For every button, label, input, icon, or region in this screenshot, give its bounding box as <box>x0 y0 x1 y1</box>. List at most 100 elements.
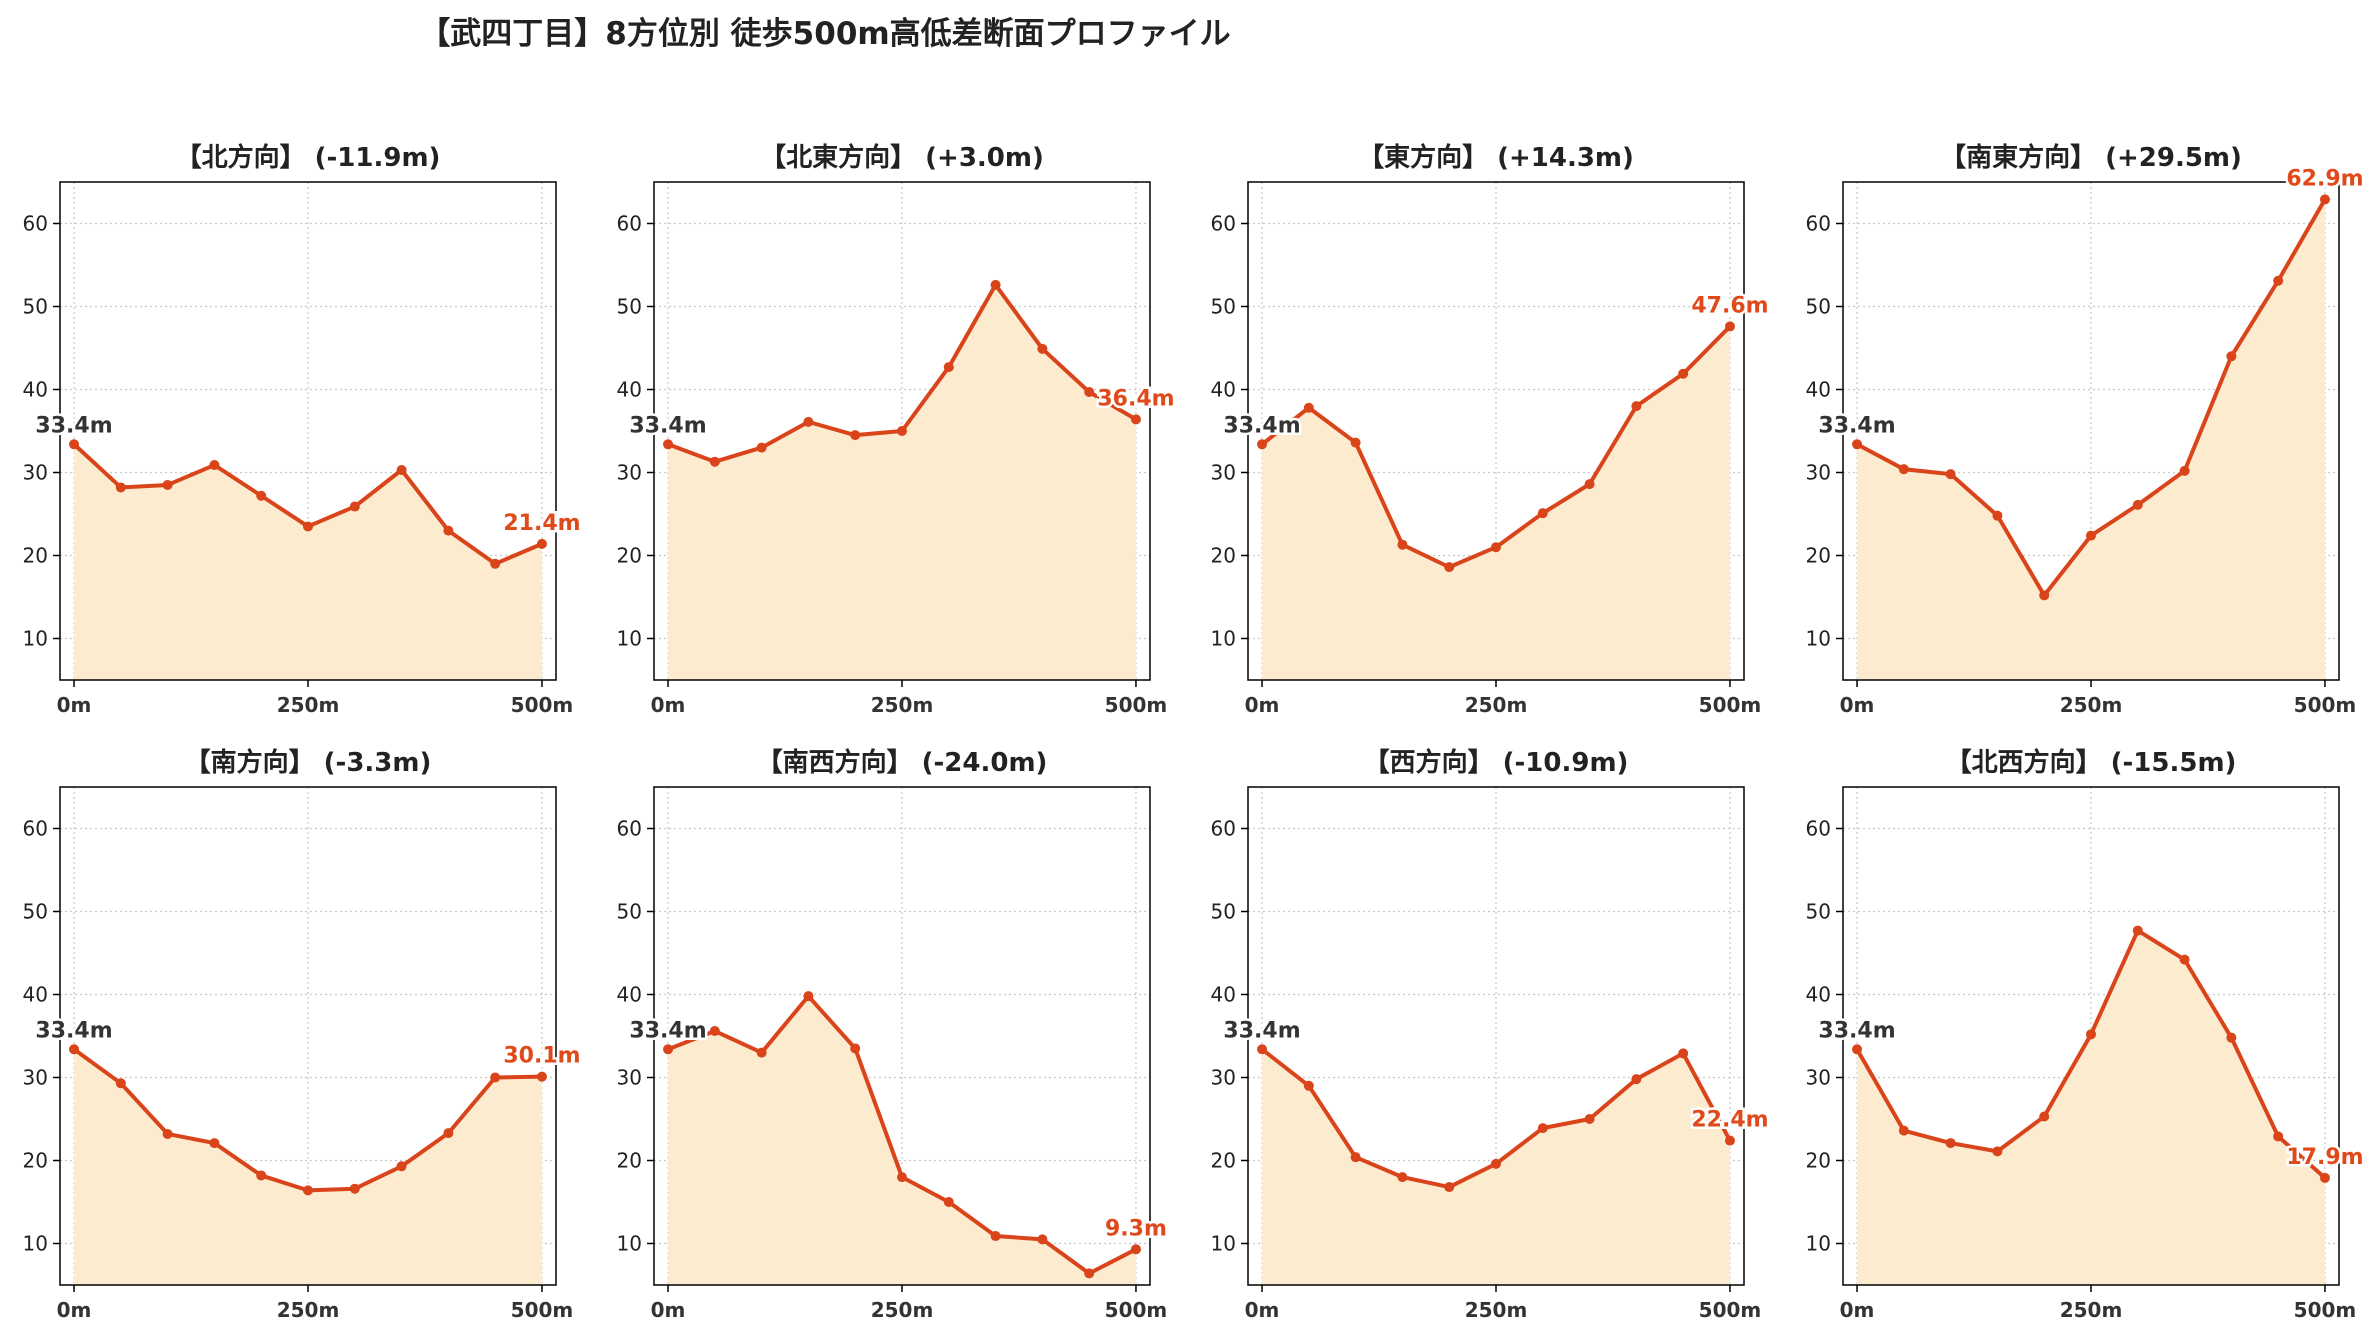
x-tick-label: 250m <box>2060 1298 2123 1322</box>
data-point <box>1084 1268 1095 1279</box>
x-tick-label: 250m <box>871 693 934 717</box>
data-point <box>1898 1125 1909 1136</box>
y-tick-label: 20 <box>617 1149 642 1173</box>
data-point <box>256 490 267 501</box>
y-tick-label: 50 <box>23 295 48 319</box>
y-tick-label: 10 <box>1211 1232 1236 1256</box>
data-point <box>443 1128 454 1139</box>
y-tick-label: 20 <box>23 1149 48 1173</box>
data-point <box>115 1078 126 1089</box>
data-point <box>1945 469 1956 480</box>
data-point <box>2179 465 2190 476</box>
data-point <box>756 442 767 453</box>
y-tick-label: 40 <box>1211 378 1236 402</box>
y-tick-label: 30 <box>23 1066 48 1090</box>
data-point <box>396 1161 407 1172</box>
subplot-7: 【西方向】 (-10.9m) 10 20 30 40 50 60 0m 250m 500m 33.4… <box>1211 747 1772 1322</box>
subplot-title: 【南方向】 (-3.3m) <box>185 747 432 778</box>
data-point <box>443 525 454 536</box>
y-tick-label: 10 <box>617 1232 642 1256</box>
data-point <box>709 456 720 467</box>
start-elevation-label: 33.4m <box>35 1018 112 1043</box>
data-point <box>943 1197 954 1207</box>
y-tick-label: 40 <box>617 983 642 1007</box>
x-tick-label: 500m <box>511 1298 574 1322</box>
data-point <box>2226 351 2237 362</box>
start-elevation-label: 33.4m <box>1223 1018 1300 1043</box>
data-point <box>943 362 954 373</box>
data-point <box>349 1183 360 1194</box>
data-point <box>990 279 1001 290</box>
start-elevation-label: 33.4m <box>35 413 112 438</box>
y-tick-label: 40 <box>1211 983 1236 1007</box>
subplot-title: 【西方向】 (-10.9m) <box>1364 747 1629 778</box>
data-point <box>2319 194 2330 205</box>
subplot-title: 【南西方向】 (-24.0m) <box>757 747 1048 778</box>
data-point <box>1898 464 1909 475</box>
main-title: 【武四丁目】8方位別 徒歩500m高低差断面プロファイル <box>419 16 1231 52</box>
data-point <box>1724 321 1735 332</box>
y-tick-label: 50 <box>1211 900 1236 924</box>
y-tick-label: 10 <box>23 1232 48 1256</box>
y-tick-label: 10 <box>617 627 642 651</box>
data-point <box>1678 368 1689 379</box>
y-tick-label: 50 <box>617 900 642 924</box>
y-tick-label: 40 <box>1806 983 1831 1007</box>
data-point <box>1631 1074 1642 1085</box>
data-point <box>1303 402 1314 413</box>
data-point <box>2179 954 2190 965</box>
x-tick-label: 500m <box>2294 1298 2357 1322</box>
x-tick-label: 0m <box>1840 693 1875 717</box>
y-tick-label: 60 <box>1211 817 1236 841</box>
data-point <box>803 991 814 1002</box>
end-elevation-label: 22.4m <box>1691 1108 1768 1133</box>
elevation-area <box>668 284 1136 680</box>
y-tick-label: 20 <box>1806 544 1831 568</box>
y-tick-label: 40 <box>23 983 48 1007</box>
data-point <box>663 439 674 450</box>
subplot-1: 【北方向】 (-11.9m) 10 20 30 40 50 60 0m 250m 500m 33.4… <box>23 142 584 717</box>
data-point <box>1992 1146 2003 1157</box>
data-point <box>490 1072 501 1083</box>
x-tick-label: 500m <box>1105 693 1168 717</box>
end-elevation-label: 17.9m <box>2286 1145 2363 1170</box>
data-point <box>209 460 220 471</box>
data-point <box>1537 1123 1548 1134</box>
y-tick-label: 60 <box>617 817 642 841</box>
data-point <box>1491 542 1501 553</box>
subplot-title: 【南東方向】 (+29.5m) <box>1940 142 2242 173</box>
data-point <box>349 501 360 512</box>
subplot-title: 【東方向】 (+14.3m) <box>1358 142 1634 173</box>
data-point <box>1397 539 1408 550</box>
elevation-area <box>1262 326 1730 680</box>
x-tick-label: 250m <box>1465 693 1528 717</box>
subplot-4: 【南東方向】 (+29.5m) 10 20 30 40 50 60 0m 250m 500m 33.… <box>1806 142 2367 717</box>
data-point <box>2226 1032 2237 1043</box>
data-point <box>1257 439 1268 450</box>
data-point <box>709 1026 720 1037</box>
data-point <box>490 558 501 569</box>
x-tick-label: 500m <box>1699 1298 1762 1322</box>
y-tick-label: 40 <box>1806 378 1831 402</box>
data-point <box>1084 386 1095 397</box>
x-tick-label: 500m <box>511 693 574 717</box>
data-point <box>1130 1244 1141 1255</box>
y-tick-label: 50 <box>617 295 642 319</box>
x-tick-label: 250m <box>277 693 340 717</box>
x-tick-label: 250m <box>2060 693 2123 717</box>
end-elevation-label: 62.9m <box>2286 166 2363 191</box>
data-point <box>1350 437 1361 448</box>
y-tick-label: 50 <box>1806 295 1831 319</box>
data-point <box>2273 1131 2284 1142</box>
y-tick-label: 30 <box>23 461 48 485</box>
data-point <box>897 1172 907 1183</box>
y-tick-label: 60 <box>1806 817 1831 841</box>
data-point <box>69 1044 80 1055</box>
y-tick-label: 30 <box>1211 1066 1236 1090</box>
y-tick-label: 10 <box>23 627 48 651</box>
data-point <box>1537 508 1548 519</box>
data-point <box>2319 1172 2330 1183</box>
data-point <box>663 1044 674 1055</box>
y-tick-label: 20 <box>23 544 48 568</box>
